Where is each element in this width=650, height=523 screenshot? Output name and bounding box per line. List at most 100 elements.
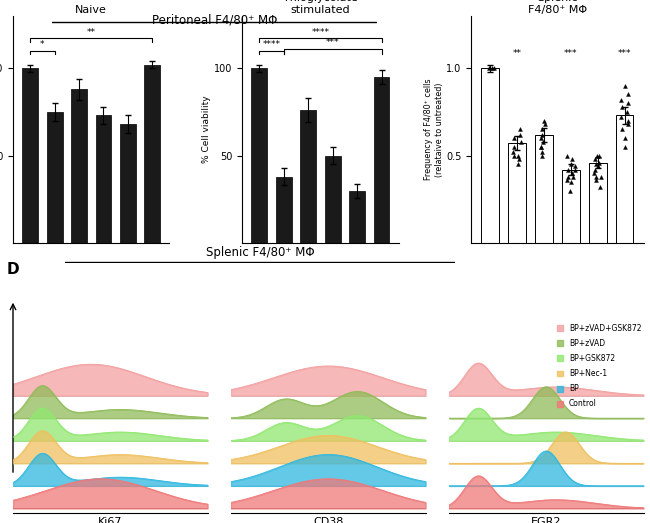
Point xyxy=(623,117,634,125)
Title: Thioglycolate
stimulated: Thioglycolate stimulated xyxy=(283,0,358,15)
Text: -: - xyxy=(258,339,261,348)
Text: ****: **** xyxy=(263,40,281,49)
Text: -: - xyxy=(127,339,129,348)
Text: ***: *** xyxy=(618,49,631,58)
Bar xyxy=(120,124,136,243)
Point xyxy=(568,173,578,181)
Text: +: + xyxy=(281,307,287,316)
Point xyxy=(562,176,573,185)
Text: Peritoneal F4/80⁺ MΦ: Peritoneal F4/80⁺ MΦ xyxy=(152,13,277,26)
Text: -: - xyxy=(127,323,129,332)
Bar xyxy=(22,68,38,243)
Point xyxy=(620,82,630,90)
Text: -: - xyxy=(543,355,545,363)
Point xyxy=(596,173,606,181)
Point xyxy=(509,143,519,151)
Point xyxy=(623,120,633,128)
Point xyxy=(620,134,630,142)
Point xyxy=(515,138,526,146)
Bar xyxy=(96,116,111,243)
Text: *: * xyxy=(40,40,45,49)
Point xyxy=(537,131,547,139)
Text: -: - xyxy=(332,323,334,332)
Text: **: ** xyxy=(86,28,96,37)
Point xyxy=(566,155,577,163)
Point xyxy=(540,120,550,128)
Bar xyxy=(144,65,161,243)
Bar xyxy=(300,110,316,243)
Text: +: + xyxy=(354,307,360,316)
Text: -: - xyxy=(489,323,491,332)
Text: +: + xyxy=(149,355,155,363)
Text: -: - xyxy=(356,323,358,332)
Title: Splenic
F4/80⁺ MΦ: Splenic F4/80⁺ MΦ xyxy=(528,0,587,15)
Text: -: - xyxy=(53,323,56,332)
Bar xyxy=(252,68,267,243)
Point xyxy=(565,187,575,195)
Point xyxy=(569,165,580,174)
Text: -: - xyxy=(380,323,383,332)
Bar xyxy=(482,68,499,243)
Text: +: + xyxy=(595,355,601,363)
Text: -: - xyxy=(53,355,56,363)
Text: Nec-1: Nec-1 xyxy=(471,323,493,332)
Text: +: + xyxy=(100,307,107,316)
Text: +: + xyxy=(51,307,58,316)
Point xyxy=(591,160,601,168)
Text: zVAD: zVAD xyxy=(13,355,33,363)
Point xyxy=(592,152,603,160)
Point xyxy=(508,148,519,156)
X-axis label: CD38: CD38 xyxy=(313,517,343,523)
Bar xyxy=(374,77,389,243)
Legend: BP+zVAD+GSK872, BP+zVAD, BP+GSK872, BP+Nec-1, BP, Control: BP+zVAD+GSK872, BP+zVAD, BP+GSK872, BP+N… xyxy=(555,322,643,410)
Text: +: + xyxy=(378,307,385,316)
Point xyxy=(566,178,576,186)
Text: -: - xyxy=(29,323,31,332)
Point xyxy=(616,113,627,121)
Text: +: + xyxy=(149,307,155,316)
Text: GSK872: GSK872 xyxy=(13,339,43,348)
Text: -: - xyxy=(515,339,519,348)
Text: -: - xyxy=(102,355,105,363)
Text: D: D xyxy=(6,262,19,277)
Text: +: + xyxy=(305,307,311,316)
Text: +: + xyxy=(330,307,336,316)
Text: +: + xyxy=(541,323,547,332)
Text: ****: **** xyxy=(311,28,330,37)
Point xyxy=(593,162,603,170)
Text: -: - xyxy=(356,339,358,348)
Text: +: + xyxy=(514,307,520,316)
Point xyxy=(539,117,549,125)
Point xyxy=(594,152,604,160)
Text: BP: BP xyxy=(471,307,481,316)
Bar xyxy=(349,191,365,243)
Text: -: - xyxy=(307,355,309,363)
Bar xyxy=(276,177,292,243)
Text: -: - xyxy=(569,355,572,363)
Text: -: - xyxy=(515,355,519,363)
Point xyxy=(509,152,519,160)
Text: -: - xyxy=(258,307,261,316)
Text: ***: *** xyxy=(326,38,339,47)
Text: -: - xyxy=(543,339,545,348)
Point xyxy=(617,103,627,111)
Text: +: + xyxy=(378,355,385,363)
Text: Nec-1: Nec-1 xyxy=(13,323,35,332)
Text: -: - xyxy=(102,323,105,332)
Point xyxy=(590,165,600,174)
Bar xyxy=(535,135,552,243)
Point xyxy=(619,143,630,151)
Text: +: + xyxy=(621,307,628,316)
Point xyxy=(515,131,525,139)
Text: +: + xyxy=(76,307,82,316)
Point xyxy=(513,160,523,168)
Text: +: + xyxy=(621,355,628,363)
Text: Splenic F4/80⁺ MΦ: Splenic F4/80⁺ MΦ xyxy=(205,246,315,259)
Text: zVAD: zVAD xyxy=(471,355,491,363)
Text: +: + xyxy=(354,355,360,363)
Point xyxy=(567,169,577,177)
Text: +: + xyxy=(567,339,574,348)
Text: -: - xyxy=(29,339,31,348)
Text: +: + xyxy=(125,307,131,316)
Text: +: + xyxy=(567,307,574,316)
